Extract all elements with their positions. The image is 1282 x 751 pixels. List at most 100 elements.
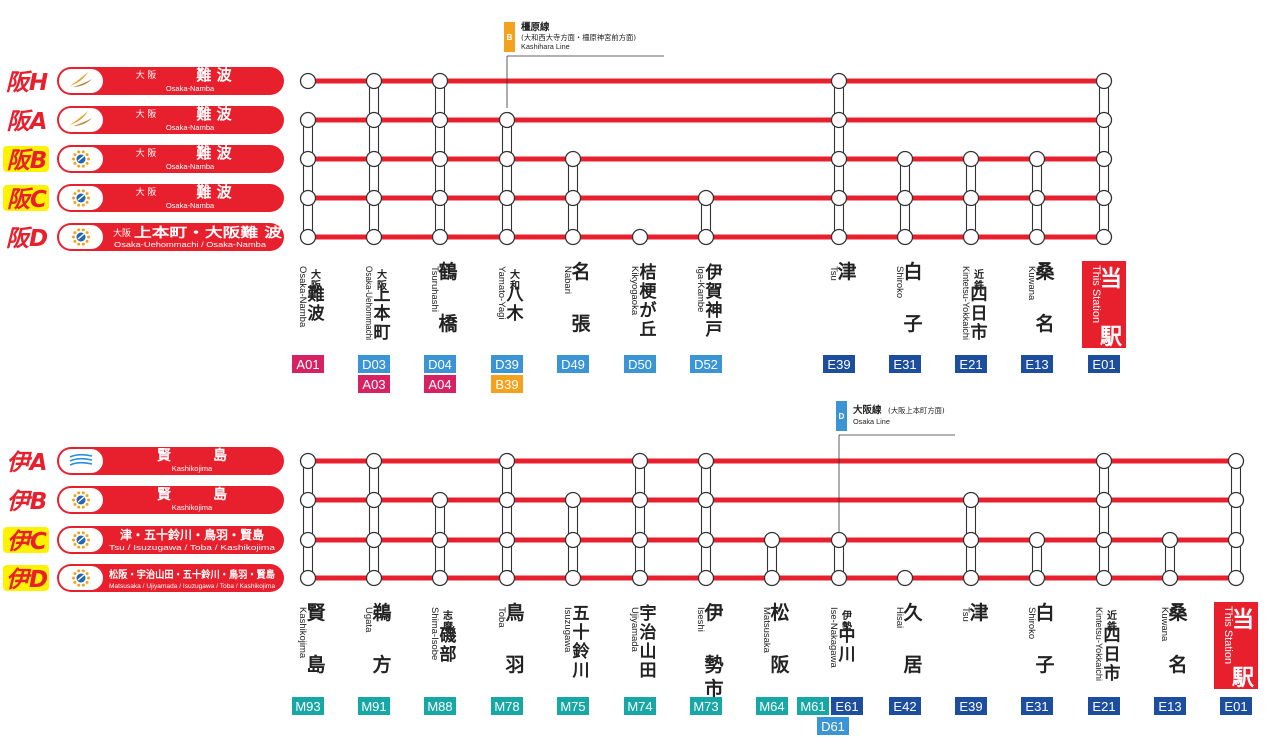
station-name-kanji: 宇 — [640, 603, 657, 624]
station-numbers: E21 — [955, 355, 987, 373]
station-stop — [830, 111, 848, 129]
station-stop — [830, 569, 848, 587]
emblem-dot — [81, 491, 85, 495]
station-numbers: E01 — [1088, 355, 1120, 373]
station-name-kanji: 津 — [837, 260, 856, 283]
emblem-dot — [73, 200, 77, 204]
train-prefix: 伊D — [6, 567, 48, 593]
station-stop — [431, 491, 449, 509]
station-name-kanji: 鳥 — [505, 601, 524, 624]
station-stop — [299, 491, 317, 509]
station-name-en: Kuwana — [1026, 266, 1037, 301]
station-name-en: Shiroko — [894, 266, 905, 298]
train-label: 伊D 松阪・宇治山田・五十鈴川・鳥羽・賢島 Matsusaka / Ujiyamad… — [3, 564, 284, 593]
station-stop — [299, 452, 317, 470]
station-name-kanji: が — [640, 300, 657, 321]
emblem-dot — [87, 235, 90, 239]
train-destination: 難 波 — [196, 105, 232, 123]
station-stop — [631, 491, 649, 509]
station-numbers: E13 — [1154, 697, 1186, 715]
callout-line-badge — [504, 22, 515, 52]
emblem-dot — [73, 231, 77, 235]
station-stop — [498, 491, 516, 509]
station-name-kanji: 桑 — [1035, 261, 1055, 283]
station-stop — [830, 72, 848, 90]
emblem-dot — [72, 576, 75, 580]
station-name-kanji: 橋 — [438, 312, 458, 335]
station-name-en: Ujiyamada — [629, 607, 640, 653]
emblem-dot — [85, 494, 89, 498]
station-stop — [896, 150, 914, 168]
emblem-dot — [81, 150, 85, 154]
train-destination-en: Osaka-Uehommachi / Osaka-Namba — [114, 240, 267, 249]
station-name-kanji: 中 — [839, 625, 856, 646]
station-stop — [1095, 150, 1113, 168]
train-destination-en: Kashikojima — [172, 464, 213, 473]
station-name-en: Osaka-Namba — [297, 266, 308, 328]
station-stop — [299, 111, 317, 129]
station-number-badge — [831, 697, 863, 715]
emblem-dot — [87, 196, 90, 200]
emblem-dot — [81, 583, 85, 587]
callout-line-name: 大阪線 — [853, 404, 882, 416]
station-stop — [697, 531, 715, 549]
station-name-en: Kuwana — [1159, 607, 1170, 642]
train-banner — [57, 526, 284, 554]
prefix-highlight — [3, 185, 49, 211]
station-name-kanji: 大 — [311, 268, 321, 281]
station-name: 当駅 This Station E01 — [1214, 602, 1258, 715]
station-name-kanji: 阪 — [311, 279, 322, 292]
station-number: M73 — [693, 699, 718, 714]
train-destination-en: Osaka-Namba — [166, 162, 215, 171]
station-stop — [365, 150, 383, 168]
station-name-kanji: 山 — [640, 642, 657, 662]
emblem-mark — [77, 574, 85, 581]
train-destination: 難 波 — [196, 66, 232, 84]
station-name-kanji: 名 — [571, 260, 590, 283]
train-destination-en: Osaka-Namba — [166, 123, 215, 132]
station-stop — [299, 569, 317, 587]
station-name-kanji: 子 — [903, 313, 922, 335]
emblem-dot — [73, 572, 77, 576]
station-name-kanji: 五 — [573, 604, 590, 624]
emblem-dot — [73, 153, 77, 157]
limited-express-icon — [72, 228, 90, 246]
station-number-badge — [358, 697, 390, 715]
station-name-en: Osaka-Uehommachi — [363, 266, 374, 340]
station-numbers: E13 — [1021, 355, 1053, 373]
station-name-kanji: 上 — [374, 285, 391, 305]
station-name-kanji: 和 — [509, 279, 520, 292]
station-stop — [763, 531, 781, 549]
station-numbers: E31 — [1021, 697, 1053, 715]
station-stop — [962, 491, 980, 509]
train-icon-bg — [59, 69, 103, 93]
station-number-badge — [889, 355, 921, 373]
limited-express-icon — [72, 531, 90, 549]
station-numbers: E31 — [889, 355, 921, 373]
station-name-kanji: 木 — [506, 303, 525, 324]
limited-express-icon — [72, 569, 90, 587]
station-number: E39 — [959, 699, 982, 714]
station-numbers: M75 — [557, 697, 589, 715]
station-stop — [1095, 569, 1113, 587]
station-stop — [896, 189, 914, 207]
station-name-kanji: 阪 — [770, 653, 790, 676]
this-station-marker — [1214, 602, 1258, 689]
station-number: A01 — [296, 357, 319, 372]
emblem-dot — [77, 228, 81, 232]
station-stop — [1161, 531, 1179, 549]
emblem-dot — [81, 203, 85, 207]
station-stop — [1028, 189, 1046, 207]
station-name-kanji: 十 — [573, 622, 590, 643]
station-stop — [431, 150, 449, 168]
station-stop — [498, 228, 516, 246]
